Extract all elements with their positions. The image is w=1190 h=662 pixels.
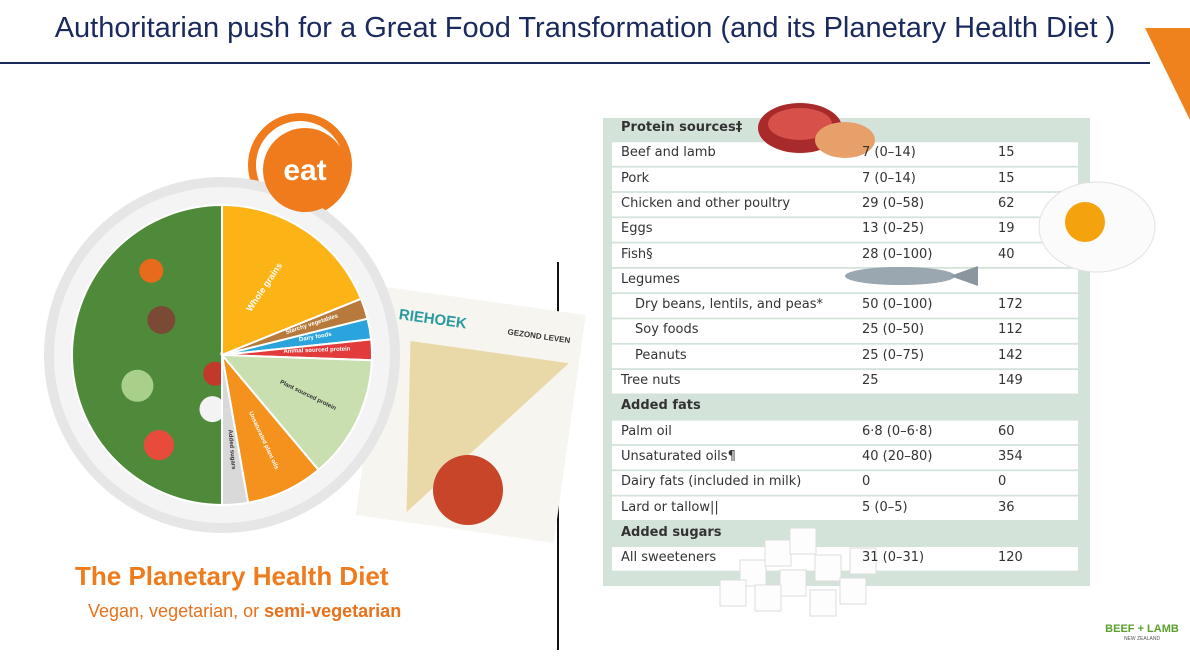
table-cell: 50 (0–100) [862,297,933,313]
table-cell: 7 (0–14) [862,145,916,161]
table-cell: Chicken and other poultry [621,195,791,211]
section-heading: Added fats [621,398,701,414]
table-cell: 172 [998,297,1023,313]
table-cell: 25 (0–75) [862,347,925,363]
table-cell: 62 [998,195,1015,211]
table-cell: 40 (20–80) [862,448,933,464]
table-cell: 0 [862,474,871,490]
row-bg [612,167,1078,192]
table-cell: 15 [998,145,1015,161]
table-cell: 6·8 (0–6·8) [862,423,933,439]
section-heading: Added sugars [621,524,722,540]
table-cell: 149 [998,373,1023,388]
food-item [139,258,164,283]
fish [845,266,978,286]
table-cell: 25 (0–50) [862,322,925,338]
wedge [221,203,363,357]
table-cell: Eggs [621,221,653,237]
corner-accent [1145,28,1190,120]
egg [1038,181,1156,273]
caption-subtitle-bold: semi-vegetarian [264,601,401,621]
table-cell: 40 [998,246,1015,262]
row-bg [612,344,1078,369]
table-cell: Dry beans, lentils, and peas* [635,297,823,313]
row-bg [612,218,1078,242]
logo [263,128,347,212]
brand: BEEF + LAMB [1105,623,1179,635]
table-cell: 7 (0–14) [862,170,916,186]
row-bg [612,319,1078,343]
table-cell: 15 [998,170,1015,186]
table-cell: 28 (0–100) [862,246,933,262]
table-cell: Legumes [621,271,680,287]
caption-subtitle: Vegan, vegetarian, or semi-vegetarian [88,601,401,621]
caption-title: The Planetary Health Diet [75,561,389,591]
table-cell: Tree nuts [621,373,681,388]
segment-label: Added sugars [227,429,237,470]
table-cell: 36 [998,499,1015,515]
row-bg [612,192,1078,217]
poster-circle [433,455,503,525]
wedge [221,354,250,507]
table-cell: 60 [998,423,1015,439]
segment-label: Dairy foods [299,332,333,344]
brand-sub: NEW ZEALAND [1124,636,1161,642]
row-bg [612,420,1078,445]
row-bg [612,496,1078,520]
table-cell: Dairy fats (included in milk) [621,474,802,490]
table-cell: 112 [998,322,1023,338]
table-cell: Lard or tallow|| [621,499,719,515]
table-cell: 19 [998,221,1015,237]
table-cell: 13 (0–25) [862,221,925,237]
food-item [143,430,174,461]
table-cell: All sweeteners [621,550,717,566]
table-cell: 25 [862,373,879,388]
food-item [121,369,154,402]
table-cell: Beef and lamb [621,145,716,161]
row-bg [612,370,1078,394]
row-bg [612,268,1078,293]
food-item [147,306,176,334]
table-cell: 29 (0–58) [862,195,925,211]
sugar-cubes [719,527,877,617]
slide-title: Authoritarian push for a Great Food Tran… [54,12,1116,44]
table-cell: 354 [998,448,1023,464]
segment-label: Animal sourced protein [283,347,351,355]
section-heading: Protein sources‡ [621,120,743,135]
table-cell: Palm oil [621,423,672,439]
table-cell: 142 [998,347,1023,363]
logo-text: eat [283,154,326,187]
table-cell: Soy foods [635,322,699,338]
row-bg [612,294,1078,318]
food-item [199,396,226,423]
table-rows [612,142,1078,571]
caption-subtitle-text: Vegan, vegetarian, or [88,601,264,621]
row-bg [612,547,1078,571]
table-cell: 0 [998,474,1007,490]
table-cell: Unsaturated oils¶ [621,448,736,464]
wedge [219,353,373,472]
table-cell: 31 (0–31) [862,550,925,566]
meat [758,103,875,158]
table-cell: 5 (0–5) [862,499,908,515]
table-cell: Peanuts [635,347,687,363]
row-bg [612,243,1078,267]
row-bg [612,445,1078,470]
table-cell: Pork [621,170,650,186]
row-bg [612,471,1078,495]
table-cell: 120 [998,550,1023,566]
table-cell: Fish§ [621,246,653,262]
vegetable-wedge [71,203,223,507]
